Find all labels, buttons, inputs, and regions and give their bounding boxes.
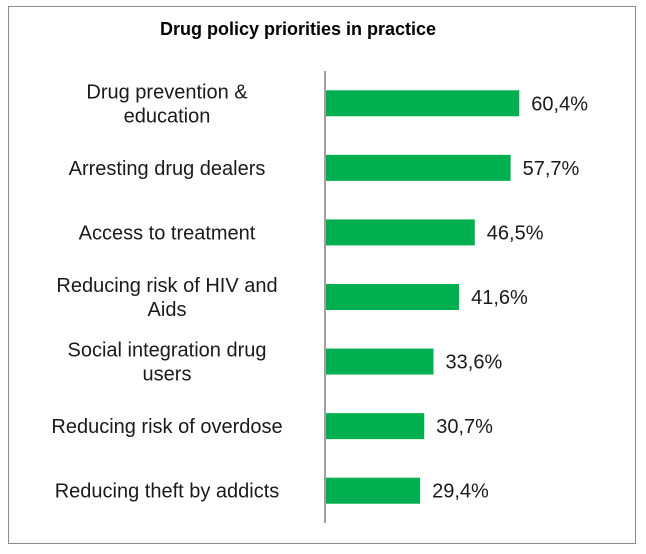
category-label-1: Arresting drug dealers <box>69 158 266 180</box>
category-label-line: Arresting drug dealers <box>69 158 266 180</box>
chart-title: Drug policy priorities in practice <box>160 19 436 39</box>
bars-group: 60,4% Drug prevention & education 57,7% Arre… <box>51 81 588 504</box>
category-label-line: Access to treatment <box>79 222 256 244</box>
bar-3 <box>326 284 460 310</box>
value-label-6: 29,4% <box>432 481 489 503</box>
category-label-line: Reducing theft by addicts <box>55 481 280 503</box>
bar-4 <box>326 348 434 375</box>
category-label-line: Drug prevention & <box>86 81 248 103</box>
category-label-3: Reducing risk of HIV and Aids <box>56 275 277 321</box>
category-label-line: Aids <box>148 299 187 321</box>
value-label-4: 33,6% <box>446 352 503 374</box>
bar-2 <box>326 219 475 246</box>
value-label-1: 57,7% <box>523 158 580 180</box>
chart-frame: Drug policy priorities in practice 60,4%… <box>8 6 636 544</box>
category-label-line: users <box>143 364 192 386</box>
category-label-4: Social integration drug users <box>67 340 266 386</box>
category-label-line: Social integration drug <box>67 340 266 362</box>
category-label-line: Reducing risk of overdose <box>51 416 282 438</box>
category-label-2: Access to treatment <box>79 222 256 244</box>
category-label-line: Reducing risk of HIV and <box>56 275 277 297</box>
value-label-2: 46,5% <box>487 222 544 244</box>
category-label-6: Reducing theft by addicts <box>55 481 280 503</box>
value-label-3: 41,6% <box>471 287 528 309</box>
bar-6 <box>326 477 421 504</box>
bar-1 <box>326 154 511 181</box>
category-label-line: education <box>124 105 211 127</box>
value-label-5: 30,7% <box>436 416 493 438</box>
bar-0 <box>326 90 520 117</box>
value-label-0: 60,4% <box>531 93 588 115</box>
bar-5 <box>326 413 425 440</box>
bar-chart: Drug policy priorities in practice 60,4%… <box>51 19 588 523</box>
category-label-0: Drug prevention & education <box>86 81 248 127</box>
category-label-5: Reducing risk of overdose <box>51 416 282 438</box>
